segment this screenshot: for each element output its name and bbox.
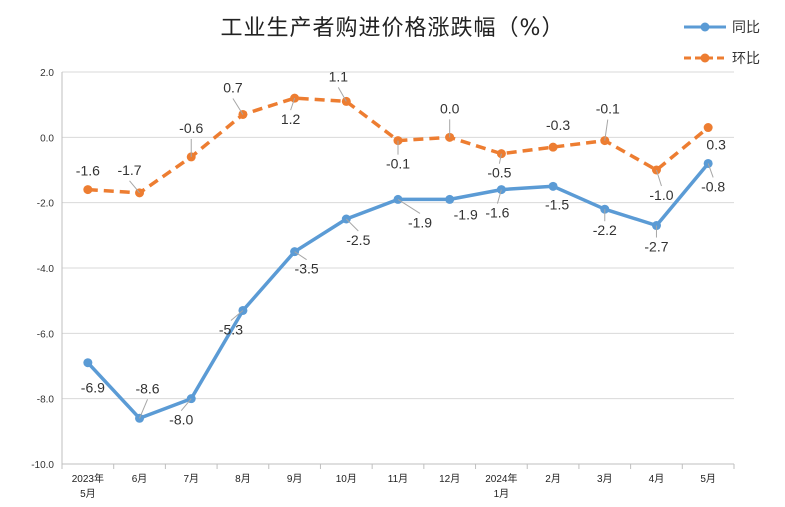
data-label-mom: -0.5 — [487, 165, 511, 181]
data-point-mom — [83, 185, 93, 195]
x-tick-label: 5月 — [80, 488, 96, 500]
chart-title: 工业生产者购进价格涨跌幅（%） — [220, 16, 565, 41]
x-tick-label: 4月 — [649, 473, 665, 485]
data-label-leader — [345, 218, 359, 232]
x-tick-label: 6月 — [132, 473, 148, 485]
x-tick-label: 3月 — [597, 473, 613, 485]
x-tick-label: 11月 — [388, 473, 408, 485]
data-point-mom — [548, 142, 558, 152]
data-label-leader — [294, 251, 307, 261]
data-point-yoy — [548, 181, 558, 191]
y-tick-label: -8.0 — [37, 395, 55, 406]
data-label-leader — [232, 98, 244, 115]
data-label-mom: 1.2 — [281, 111, 301, 127]
y-tick-label: -10.0 — [31, 460, 54, 471]
data-point-mom — [703, 123, 713, 133]
data-point-yoy — [445, 194, 455, 204]
x-tick-label: 2023年 — [72, 472, 104, 485]
data-label-mom: 1.1 — [329, 68, 349, 84]
legend-line-mom-icon — [684, 53, 726, 63]
data-point-yoy — [83, 358, 93, 368]
data-label-yoy: -1.9 — [454, 206, 478, 222]
data-label-leader — [230, 310, 244, 321]
data-label-leader — [604, 119, 609, 141]
x-tick-label: 10月 — [336, 473, 357, 485]
data-label-leader — [129, 180, 140, 194]
data-label-mom: -0.1 — [386, 156, 410, 172]
data-label-mom: -1.6 — [76, 163, 100, 179]
legend-item-mom: 环比 — [682, 48, 760, 68]
y-tick-label: 0.0 — [40, 133, 54, 144]
data-label-leader — [496, 189, 502, 204]
data-label-yoy: -2.2 — [593, 222, 617, 238]
data-label-mom: 0.0 — [440, 100, 460, 116]
data-label-leader — [707, 163, 714, 178]
data-label-yoy: -6.9 — [81, 380, 105, 396]
data-label-leader — [498, 153, 502, 164]
data-label-mom: -1.7 — [117, 162, 141, 178]
data-label-yoy: -8.0 — [169, 412, 193, 428]
data-label-leader — [290, 97, 296, 111]
x-tick-label: 8月 — [235, 473, 251, 485]
legend-label-yoy: 同比 — [732, 20, 760, 36]
data-label-leader — [139, 399, 148, 419]
legend-line-yoy-icon — [684, 22, 726, 32]
data-label-yoy: -2.5 — [346, 232, 370, 248]
data-label-yoy: -0.8 — [701, 178, 725, 194]
data-label-leader — [180, 398, 192, 411]
data-label-mom: -0.1 — [596, 101, 620, 117]
x-tick-label: 12月 — [439, 473, 460, 485]
data-label-yoy: -3.5 — [295, 261, 319, 277]
data-label-mom: 0.3 — [706, 137, 726, 153]
y-tick-label: -4.0 — [37, 264, 55, 275]
legend-label-mom: 环比 — [732, 51, 760, 67]
data-label-mom: -0.6 — [179, 120, 203, 136]
data-label-yoy: -1.6 — [485, 205, 509, 221]
data-label-leader — [397, 198, 421, 214]
data-label-leader — [337, 87, 347, 102]
x-tick-label: 7月 — [183, 473, 199, 485]
data-label-mom: -0.3 — [546, 117, 570, 133]
data-label-leader — [655, 169, 662, 187]
y-tick-label: -2.0 — [37, 199, 55, 210]
x-tick-label: 5月 — [700, 473, 716, 485]
y-tick-label: -6.0 — [37, 329, 55, 340]
x-tick-label: 1月 — [494, 488, 510, 500]
data-label-yoy: -1.5 — [545, 196, 569, 212]
data-label-mom: 0.7 — [223, 79, 243, 95]
x-tick-label: 9月 — [287, 473, 303, 485]
x-tick-label: 2月 — [545, 473, 561, 485]
data-label-yoy: -1.9 — [408, 214, 432, 230]
data-label-yoy: -8.6 — [135, 380, 159, 396]
x-tick-label: 2024年 — [485, 472, 517, 485]
data-label-yoy: -5.3 — [219, 321, 243, 337]
data-label-mom: -1.0 — [649, 187, 673, 203]
data-label-yoy: -2.7 — [644, 239, 668, 255]
y-tick-label: 2.0 — [40, 68, 54, 79]
legend-item-yoy: 同比 — [682, 17, 760, 37]
